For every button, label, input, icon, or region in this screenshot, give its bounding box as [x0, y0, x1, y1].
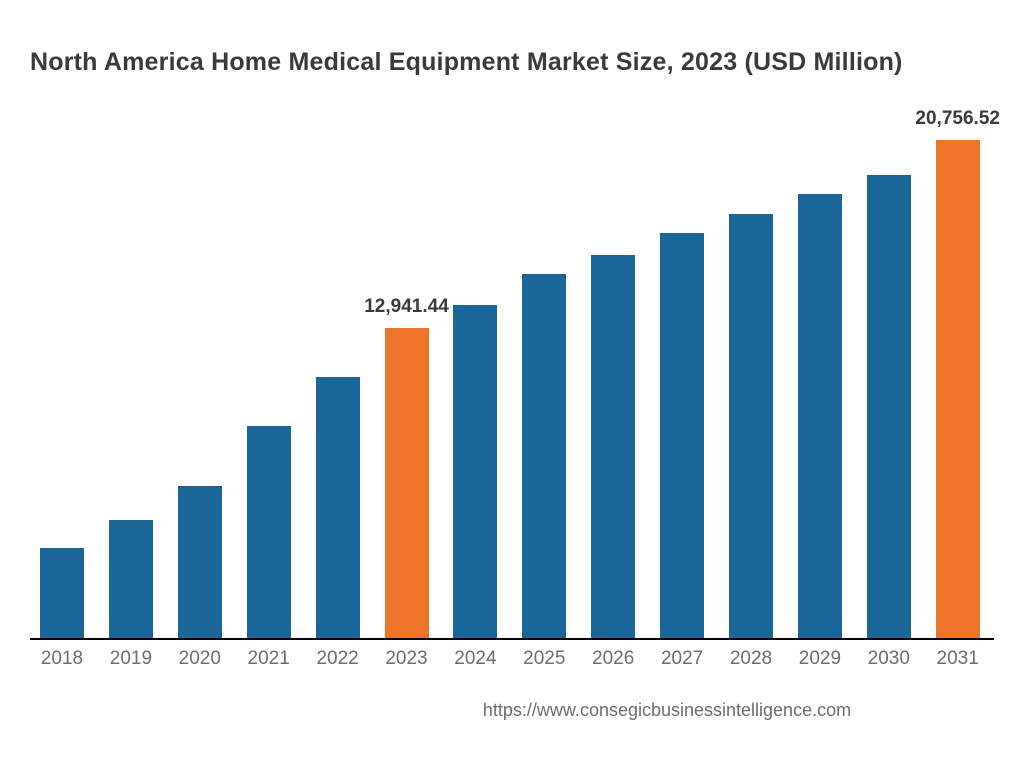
bar-2021 — [247, 426, 291, 640]
x-label-2029: 2029 — [786, 648, 854, 670]
x-label-2027: 2027 — [648, 648, 716, 670]
x-label-2021: 2021 — [235, 648, 303, 670]
x-label-2030: 2030 — [855, 648, 923, 670]
bar-2029 — [798, 194, 842, 640]
bar-2030 — [867, 175, 911, 640]
chart-title: North America Home Medical Equipment Mar… — [30, 48, 994, 77]
x-label-2026: 2026 — [579, 648, 647, 670]
bar-plot: 12,941.4420,756.52 — [30, 110, 994, 640]
bar-value-label-2031: 20,756.52 — [898, 108, 1018, 130]
x-label-2023: 2023 — [373, 648, 441, 670]
x-label-2024: 2024 — [441, 648, 509, 670]
bar-2018 — [40, 548, 84, 640]
x-label-2028: 2028 — [717, 648, 785, 670]
source-url: https://www.consegicbusinessintelligence… — [0, 700, 984, 721]
bar-2027 — [660, 233, 704, 640]
x-label-2018: 2018 — [28, 648, 96, 670]
x-axis-baseline — [30, 638, 994, 640]
chart-area: 12,941.4420,756.52 — [30, 110, 994, 640]
x-label-2020: 2020 — [166, 648, 234, 670]
bar-2023 — [385, 328, 429, 640]
bar-2025 — [522, 274, 566, 640]
x-label-2031: 2031 — [924, 648, 992, 670]
bar-value-label-2023: 12,941.44 — [347, 296, 467, 318]
bar-2026 — [591, 255, 635, 640]
bar-2031 — [936, 140, 980, 640]
bar-2020 — [178, 486, 222, 640]
bar-2019 — [109, 520, 153, 640]
x-label-2019: 2019 — [97, 648, 165, 670]
bar-2028 — [729, 214, 773, 640]
x-label-2022: 2022 — [304, 648, 372, 670]
x-label-2025: 2025 — [510, 648, 578, 670]
x-axis-labels: 2018201920202021202220232024202520262027… — [30, 648, 994, 678]
bar-2022 — [316, 377, 360, 640]
bar-2024 — [453, 305, 497, 640]
